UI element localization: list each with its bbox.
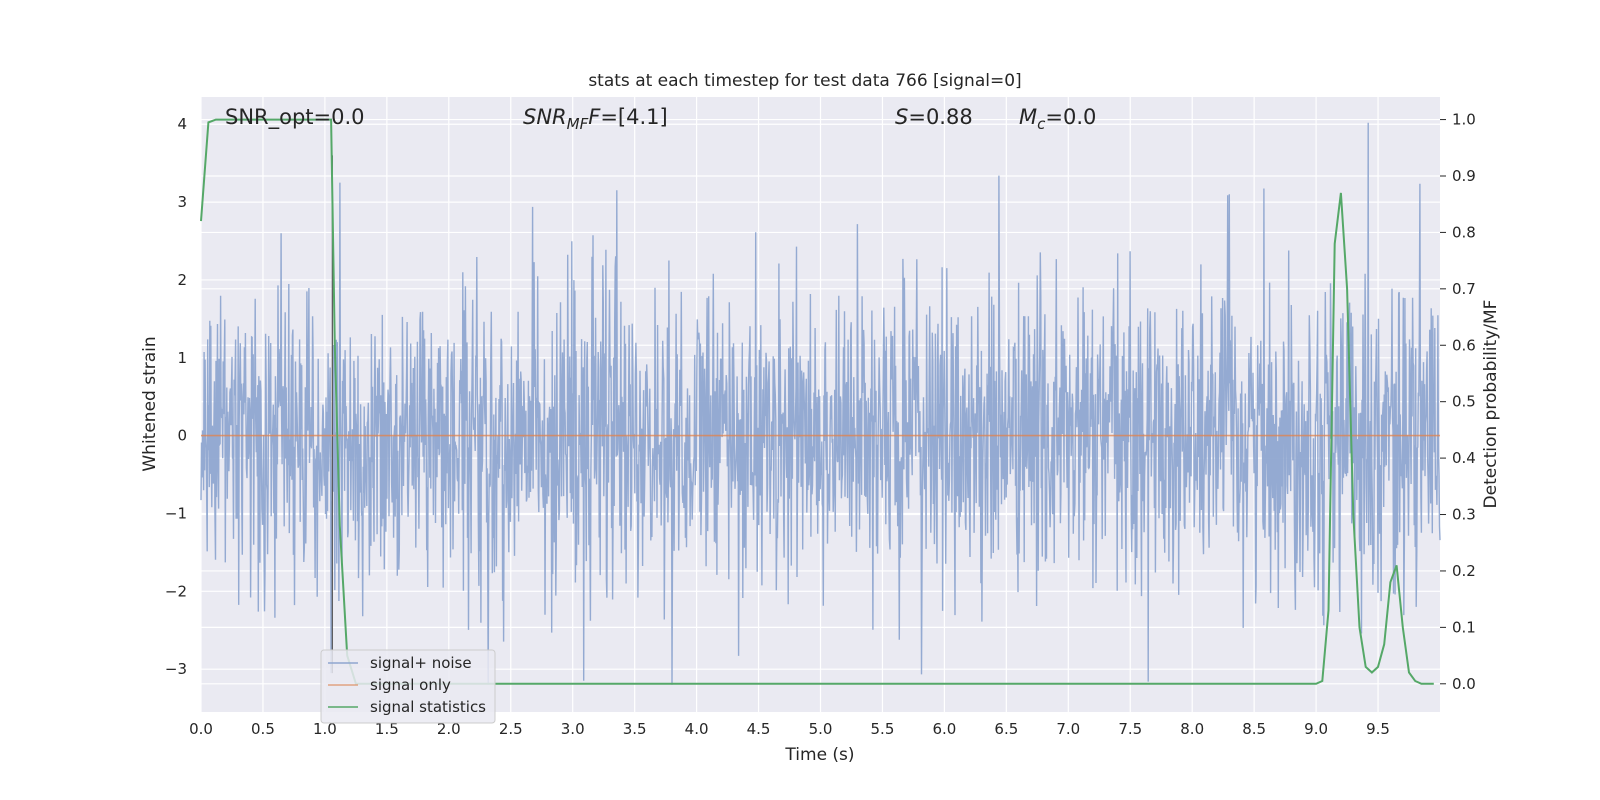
x-tick-label: 9.0 <box>1304 720 1328 738</box>
x-tick-label: 5.0 <box>809 720 833 738</box>
y-right-tick-label: 1.0 <box>1452 111 1476 129</box>
y-axis-right-label: Detection probability/MF <box>1481 300 1501 509</box>
x-tick-label: 7.0 <box>1056 720 1080 738</box>
y-tick-label: −3 <box>165 660 187 678</box>
y-axis-label: Whitened strain <box>140 336 160 471</box>
x-tick-label: 1.0 <box>313 720 337 738</box>
y-tick-label: −1 <box>165 504 187 522</box>
annotation-snr-opt: SNR_opt=0.0 <box>225 105 365 130</box>
y-right-tick-label: 0.9 <box>1452 167 1476 185</box>
legend-label-signal-only: signal only <box>370 676 451 694</box>
x-tick-label: 5.5 <box>871 720 895 738</box>
y-tick-label: 0 <box>177 427 187 445</box>
x-tick-label: 0.0 <box>189 720 213 738</box>
grid-lines <box>200 97 1440 712</box>
signal-statistics-line <box>200 118 1434 685</box>
mc-subscript: c <box>1037 115 1046 133</box>
x-tick-label: 2.0 <box>437 720 461 738</box>
y-tick-label: 2 <box>177 271 187 289</box>
chart-title: stats at each timestep for test data 766… <box>588 71 1021 91</box>
x-tick-label: 0.5 <box>251 720 275 738</box>
y-right-tick-label: 0.7 <box>1452 280 1476 298</box>
y-tick-label: 4 <box>177 115 187 133</box>
y-axis-right-ticks: 1.0 0.9 0.8 0.7 0.6 0.5 0.4 0.3 0.2 0.1 0.0 <box>1440 111 1476 693</box>
y-axis-left-ticks: 4 3 2 1 0 −1 −2 −3 <box>165 115 187 678</box>
x-tick-label: 3.0 <box>561 720 585 738</box>
y-tick-label: 3 <box>177 193 187 211</box>
s-value: =0.88 <box>908 105 972 129</box>
y-right-tick-label: 0.6 <box>1452 336 1476 354</box>
legend-box <box>320 649 496 724</box>
mc-value: =0.0 <box>1045 105 1096 129</box>
snr-mf-f: F <box>588 105 601 129</box>
series-signal-statistics <box>200 118 1434 685</box>
x-tick-label: 2.5 <box>499 720 523 738</box>
x-axis-label: Time (s) <box>784 745 854 765</box>
x-tick-label: 1.5 <box>375 720 399 738</box>
s-symbol: S <box>895 105 908 129</box>
y-right-tick-label: 0.2 <box>1452 562 1476 580</box>
y-right-tick-label: 0.5 <box>1452 393 1476 411</box>
snr-mf-subscript: MF <box>567 115 589 133</box>
y-right-tick-label: 0.4 <box>1452 449 1476 467</box>
y-right-tick-label: 0.3 <box>1452 506 1476 524</box>
y-right-tick-label: 0.8 <box>1452 223 1476 241</box>
y-right-tick-label: 0.1 <box>1452 618 1476 636</box>
legend-label-signal-statistics: signal statistics <box>370 698 486 716</box>
x-tick-label: 9.5 <box>1366 720 1390 738</box>
legend: signal+ noise signal only signal statist… <box>320 649 496 724</box>
x-tick-label: 3.5 <box>623 720 647 738</box>
x-tick-label: 4.0 <box>685 720 709 738</box>
x-tick-label: 8.5 <box>1242 720 1266 738</box>
y-tick-label: −2 <box>165 582 187 600</box>
x-tick-label: 7.5 <box>1118 720 1142 738</box>
x-tick-label: 6.0 <box>932 720 956 738</box>
y-tick-label: 1 <box>177 349 187 367</box>
snr-mf-value: =[4.1] <box>600 105 667 129</box>
snr-mf-base: SNR <box>523 105 567 129</box>
y-right-tick-label: 0.0 <box>1452 675 1476 693</box>
annotation-snr-mf: SNRMFF=[4.1] <box>523 105 668 133</box>
annotation-mc: Mc=0.0 <box>1019 105 1096 133</box>
mc-symbol: M <box>1019 105 1037 129</box>
x-axis-ticks: 0.0 0.5 1.0 1.5 2.0 2.5 3.0 3.5 4.0 4.5 5.0 5.5 6.0 6… <box>189 720 1390 738</box>
signal-plus-noise-line <box>200 122 1441 685</box>
legend-label-signal-plus-noise: signal+ noise <box>370 654 472 672</box>
x-tick-label: 8.0 <box>1180 720 1204 738</box>
annotation-s: S=0.88 <box>895 105 973 129</box>
x-tick-label: 4.5 <box>747 720 771 738</box>
x-tick-label: 6.5 <box>994 720 1018 738</box>
